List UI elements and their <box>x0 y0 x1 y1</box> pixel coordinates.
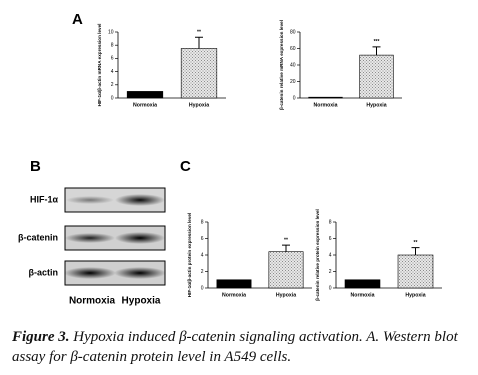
blot-band <box>115 194 165 206</box>
blot-row-label: HIF-1α <box>30 194 59 204</box>
y-tick-label: 20 <box>290 79 296 85</box>
x-tick-label: Normoxia <box>314 102 338 108</box>
western-blot: HIF-1α β-catenin β-actin Normoxia Hypoxi… <box>18 187 166 307</box>
bar <box>268 251 304 289</box>
x-tick-label: Hypoxia <box>405 292 425 298</box>
x-tick-label: Normoxia <box>222 292 246 298</box>
y-tick-label: 2 <box>329 269 332 275</box>
caption-text: Hypoxia induced β-catenin signaling acti… <box>12 329 458 365</box>
y-axis-label: HIF-1α/β-actin protein expression level <box>187 213 192 298</box>
bar <box>180 48 218 99</box>
bar-chart: 0 2 4 6 8 HIF-1α/β-actin protein expression l… <box>187 213 312 298</box>
figure-caption: Figure 3. Hypoxia induced β-catenin sign… <box>12 327 474 367</box>
error-bar <box>195 36 203 49</box>
y-tick-label: 4 <box>111 69 114 75</box>
bar <box>359 54 394 99</box>
significance-label: *** <box>374 39 380 45</box>
significance-label: ** <box>284 237 288 243</box>
y-tick-label: 6 <box>111 56 114 62</box>
panel-label: A <box>72 11 83 28</box>
bar-chart: 0 2 4 6 8 10 HIF-1α/β-actin mRNA expression le… <box>97 24 226 108</box>
bar <box>216 279 252 289</box>
x-tick-label: Normoxia <box>133 102 157 108</box>
blot-row-label: β-actin <box>29 267 59 277</box>
blot-band <box>66 196 114 204</box>
y-axis-label: β-catenin relative mRNA expression level <box>279 20 284 110</box>
y-tick-label: 8 <box>111 43 114 49</box>
y-tick-label: 2 <box>111 82 114 88</box>
blot-lane-label: Normoxia <box>69 296 116 307</box>
y-tick-label: 0 <box>201 285 204 291</box>
x-tick-label: Hypoxia <box>366 102 386 108</box>
bar-chart: 0 2 4 6 8 β-catenin relative protein expressi… <box>315 209 442 301</box>
y-tick-label: 2 <box>201 269 204 275</box>
panel-label: B <box>30 158 41 175</box>
caption-label: Figure 3. <box>12 329 70 345</box>
blot-row-label: β-catenin <box>18 232 58 242</box>
bar <box>308 96 343 99</box>
y-axis-label: β-catenin relative protein expression le… <box>315 209 320 301</box>
bar <box>126 91 164 99</box>
significance-label: ** <box>197 30 201 36</box>
blot-band <box>114 267 166 279</box>
y-tick-label: 4 <box>201 252 204 258</box>
blot-band <box>65 233 115 243</box>
blot-band <box>115 232 165 244</box>
bar <box>344 279 381 289</box>
y-tick-label: 6 <box>329 236 332 242</box>
y-tick-label: 0 <box>293 95 296 101</box>
y-tick-label: 0 <box>111 95 114 101</box>
y-tick-label: 0 <box>329 285 332 291</box>
blot-band <box>64 267 116 279</box>
significance-label: ** <box>414 240 418 246</box>
y-tick-label: 8 <box>201 219 204 225</box>
y-tick-label: 40 <box>290 62 296 68</box>
x-tick-label: Normoxia <box>351 292 375 298</box>
bar-chart: 0 20 40 60 80 β-catenin relative mRNA express… <box>279 20 402 110</box>
bar <box>397 254 434 289</box>
error-bar <box>282 244 290 252</box>
y-tick-label: 10 <box>108 29 114 35</box>
y-tick-label: 4 <box>329 252 332 258</box>
x-tick-label: Hypoxia <box>189 102 209 108</box>
y-tick-label: 80 <box>290 29 296 35</box>
figure: A B C HIF-1α β-catenin β-actin Normoxia … <box>18 11 442 307</box>
blot-lane-label: Hypoxia <box>122 296 161 307</box>
y-axis-label: HIF-1α/β-actin mRNA expression level <box>97 24 102 107</box>
x-tick-label: Hypoxia <box>276 292 296 298</box>
error-bar <box>372 46 381 56</box>
y-tick-label: 6 <box>201 236 204 242</box>
panel-label: C <box>180 158 191 175</box>
y-tick-label: 8 <box>329 219 332 225</box>
y-tick-label: 60 <box>290 46 296 52</box>
error-bar <box>411 247 420 255</box>
